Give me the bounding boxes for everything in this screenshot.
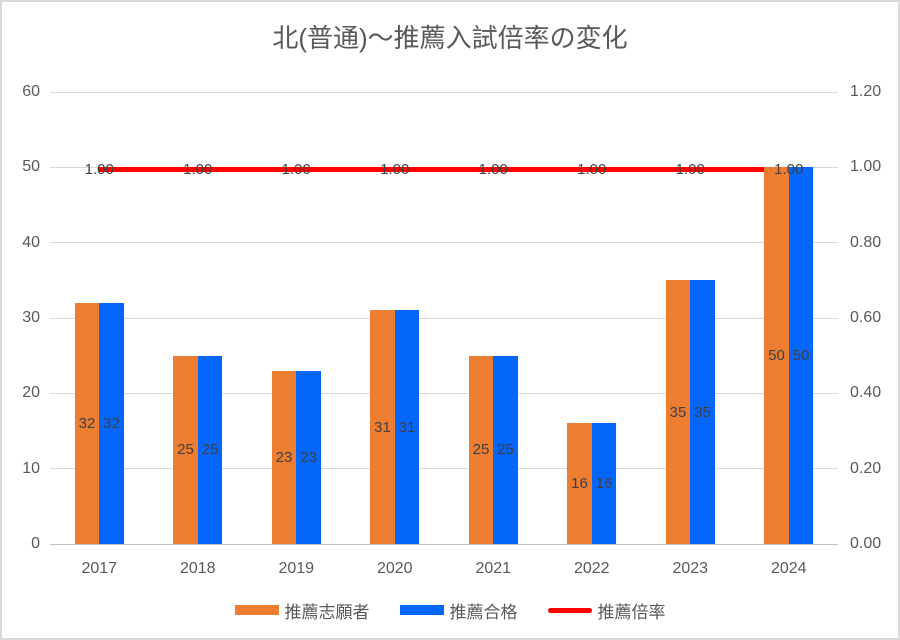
x-axis-category-label: 2024 [770,560,807,577]
x-axis-line [50,543,838,545]
right-axis-tick-label: 0.40 [850,384,882,402]
bar-data-label: 25 [497,441,514,459]
bar-accepted-2020: 31 [394,310,420,544]
legend-swatch-applicants [234,605,279,615]
bar-accepted-2022: 16 [591,423,617,544]
line-data-label: 1.00 [281,161,311,179]
right-axis-tick-label: 0.60 [850,309,882,326]
bar-applicants-2021: 25 [468,355,494,544]
left-axis-tick-label: 10 [22,459,40,477]
bar-data-label: 16 [595,475,613,493]
bar-accepted-2023: 35 [690,280,715,544]
right-axis-tick-label: 0.80 [850,233,882,251]
right-axis-tick-label: 1.20 [850,83,882,100]
chart-title: 北(普通)～推薦入試倍率の変化 [272,23,628,53]
left-axis-tick-label: 60 [22,83,40,100]
bar-applicants-2019: 23 [271,370,297,544]
left-axis-tick-label: 40 [22,233,40,251]
bar-applicants-2024: 50 [764,167,789,544]
bar-accepted-2017: 32 [99,302,124,544]
x-axis-category-label: 2021 [475,560,512,577]
right-axis-tick-label: 0.00 [850,535,882,552]
bar-data-label: 32 [103,414,120,432]
line-data-label: 1.00 [183,161,213,179]
left-axis-tick-label: 50 [22,158,40,176]
gridline-60 [50,91,838,93]
bar-data-label: 23 [300,448,317,466]
legend-label-ratio: 推薦倍率 [597,602,666,622]
ratio-line [99,167,789,173]
bar-data-label: 25 [472,441,490,459]
bar-data-label: 31 [398,418,416,436]
bar-data-label: 25 [177,441,194,459]
bar-data-label: 25 [201,441,219,459]
legend-item-accepted: 推薦合格 [399,598,518,623]
line-data-label: 1.00 [675,161,705,179]
bar-data-label: 50 [768,347,785,365]
legend-item-applicants: 推薦志願者 [234,598,370,623]
legend-swatch-accepted [399,605,444,615]
line-data-label: 1.00 [84,161,114,179]
gridline-30 [50,317,838,319]
bar-applicants-2020: 31 [370,310,395,544]
line-data-label: 1.00 [380,161,410,179]
bar-applicants-2023: 35 [665,280,691,544]
bar-data-label: 23 [275,448,293,466]
x-axis-category-label: 2019 [278,560,315,577]
bar-data-label: 31 [374,418,391,436]
bar-data-label: 16 [571,475,588,493]
line-data-label: 1.00 [478,161,508,179]
bar-applicants-2022: 16 [567,423,592,544]
gridline-20 [50,392,838,394]
legend-label-applicants: 推薦志願者 [284,602,370,622]
bar-data-label: 50 [792,347,810,365]
legend-label-accepted: 推薦合格 [449,602,518,622]
x-axis-category-label: 2022 [573,560,610,577]
legend: 推薦志願者 推薦合格 推薦倍率 [2,596,898,624]
left-axis-tick-label: 0 [31,535,40,552]
x-axis-category-label: 2023 [672,560,709,577]
line-data-label: 1.00 [577,161,607,179]
bar-applicants-2018: 25 [173,355,198,544]
bar-accepted-2018: 25 [197,355,223,544]
left-axis-tick-label: 20 [22,384,40,402]
gridline-40 [50,242,838,244]
bar-applicants-2017: 32 [74,302,100,544]
legend-item-ratio: 推薦倍率 [547,598,666,623]
x-axis-category-label: 2017 [81,560,118,577]
left-axis-tick-label: 30 [22,309,40,326]
line-data-label: 1.00 [774,161,804,179]
bar-data-label: 35 [694,403,711,421]
bar-accepted-2021: 25 [493,355,518,544]
right-axis-tick-label: 0.20 [850,459,882,477]
bar-data-label: 32 [78,414,96,432]
x-axis-category-label: 2020 [376,560,413,577]
gridline-10 [50,468,838,470]
x-axis-category-label: 2018 [179,560,216,577]
right-axis-tick-label: 1.00 [850,158,882,176]
bar-accepted-2024: 50 [788,167,814,544]
bar-accepted-2019: 23 [296,370,321,544]
legend-swatch-ratio-line [547,607,592,613]
bar-data-label: 35 [669,403,687,421]
